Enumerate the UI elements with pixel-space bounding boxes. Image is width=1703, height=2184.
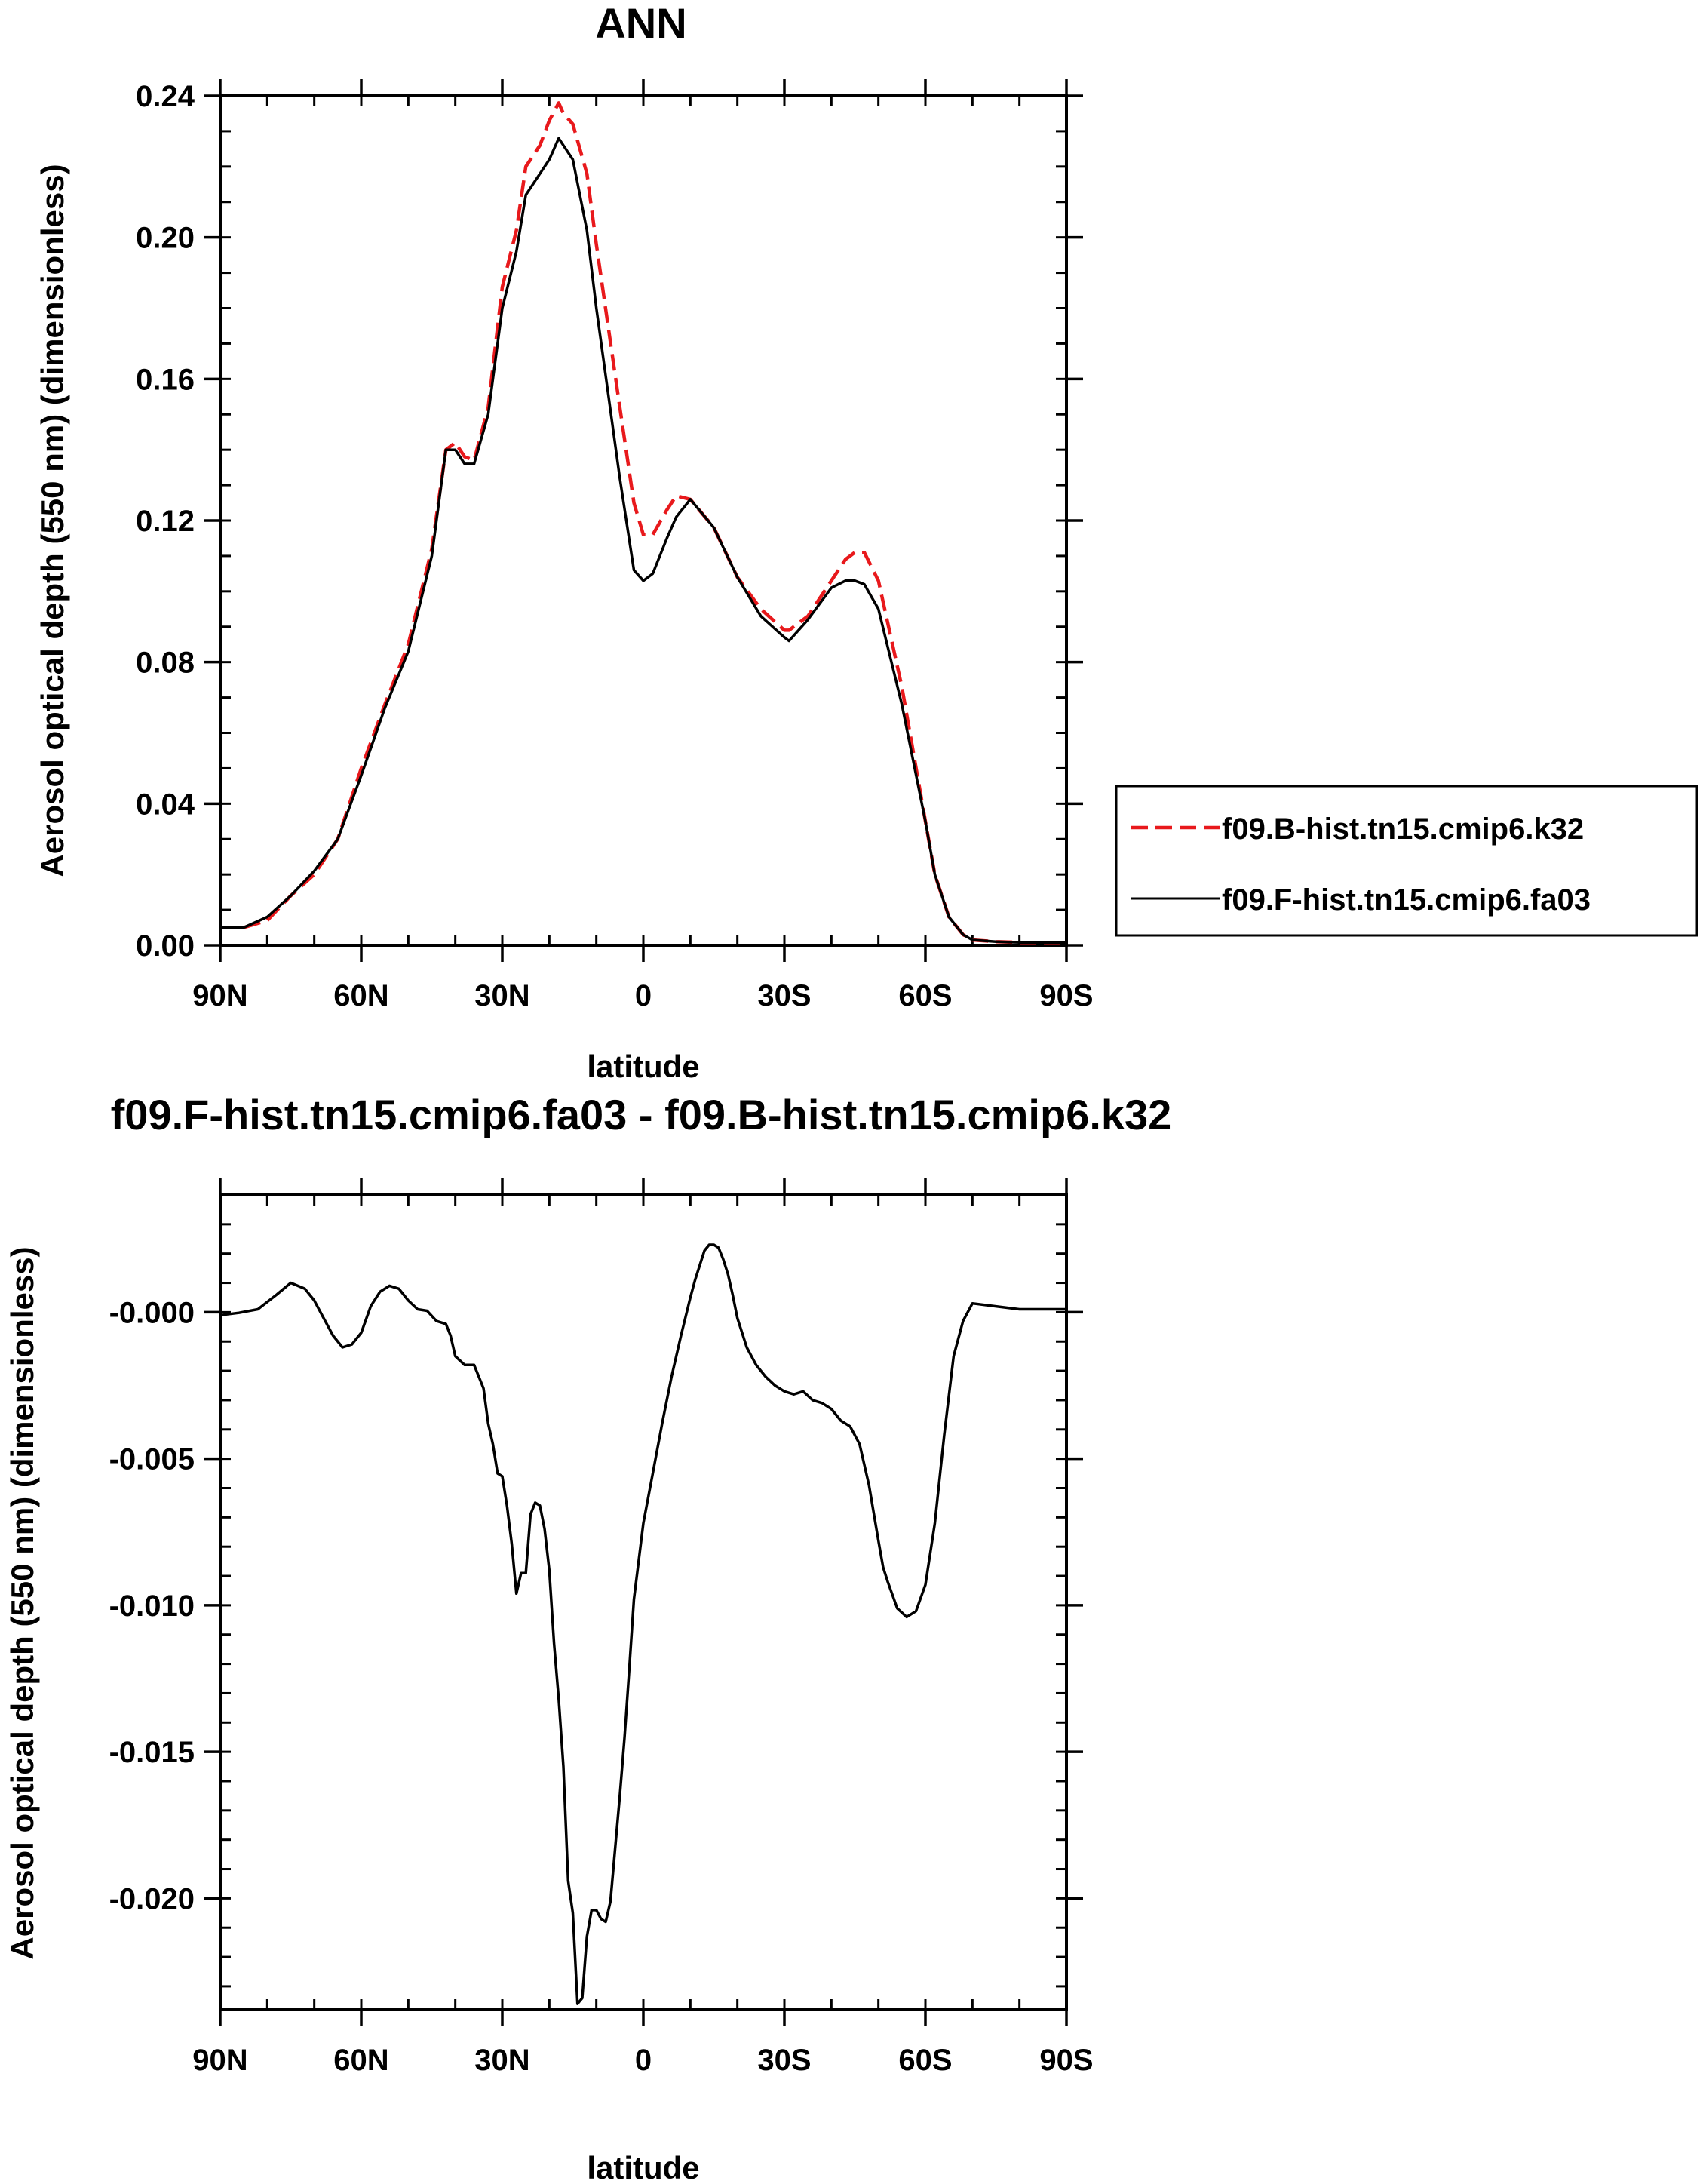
top-series-line-0 [220,101,1066,945]
bottom-x-tick-label: 60N [333,2044,388,2077]
bottom-series-line-0 [219,1243,1068,2005]
top-series-line-1 [219,137,1068,944]
bottom-x-tick-label: 60S [898,2044,952,2077]
bottom-y-ticks: -0.000 -0.005 -0.010 -0.015 -0.020 [109,1193,1083,1988]
legend-box [1115,785,1698,937]
bottom-y-tick-label: -0.020 [109,1882,195,1915]
top-x-ticks: 90N 60N 30N 0 30S 60S 90S [192,79,1094,1012]
top-x-tick-label: 90N [192,979,247,1012]
legend-label-0: f09.B-hist.tn15.cmip6.k32 [1222,812,1584,846]
top-chart-title: ANN [595,0,686,47]
bottom-y-tick-label: -0.005 [109,1443,195,1476]
top-y-tick-label: 0.12 [136,505,195,538]
top-y-tick-label: 0.20 [136,222,195,255]
bottom-panel: f09.F-hist.tn15.cmip6.fa03 - f09.B-hist.… [5,1091,1171,2184]
bottom-x-tick-label: 30N [474,2044,529,2077]
legend-label-1: f09.F-hist.tn15.cmip6.fa03 [1222,883,1591,917]
bottom-x-tick-label: 30S [757,2044,811,2077]
bottom-x-axis-label: latitude [587,2150,699,2184]
top-y-tick-label: 0.24 [136,80,195,113]
top-x-tick-label: 60N [333,979,388,1012]
top-x-tick-label: 30N [474,979,529,1012]
top-y-tick-label: 0.08 [136,647,195,680]
top-panel: ANN 90N 60N 30N 0 30S 60S 90S 0.00 0.04 0.08 0.12… [35,0,1094,1084]
bottom-x-tick-label: 90N [192,2044,247,2077]
top-y-tick-label: 0.00 [136,929,195,963]
top-x-tick-label: 60S [898,979,952,1012]
top-x-tick-label: 0 [635,979,652,1012]
top-x-tick-label: 90S [1039,979,1093,1012]
top-y-tick-label: 0.16 [136,363,195,396]
top-x-tick-label: 30S [757,979,811,1012]
bottom-series-lines [219,1243,1068,2005]
bottom-chart-title: f09.F-hist.tn15.cmip6.fa03 - f09.B-hist.… [111,1091,1172,1138]
bottom-y-axis-label: Aerosol optical depth (550 nm) (dimensio… [5,1246,40,1959]
bottom-y-tick-label: -0.000 [109,1296,195,1329]
bottom-x-tick-label: 0 [635,2044,652,2077]
legend: f09.B-hist.tn15.cmip6.k32 f09.F-hist.tn1… [1115,785,1698,937]
top-y-tick-label: 0.04 [136,788,195,821]
bottom-x-tick-label: 90S [1039,2044,1093,2077]
bottom-y-tick-label: -0.010 [109,1590,195,1623]
top-x-axis-label: latitude [587,1049,699,1084]
top-series-lines [219,101,1068,945]
top-y-ticks: 0.00 0.04 0.08 0.12 0.16 0.20 0.24 [136,80,1083,963]
bottom-y-tick-label: -0.015 [109,1736,195,1769]
top-y-axis-label: Aerosol optical depth (550 nm) (dimensio… [35,164,70,877]
bottom-x-ticks: 90N 60N 30N 0 30S 60S 90S [192,1178,1094,2077]
